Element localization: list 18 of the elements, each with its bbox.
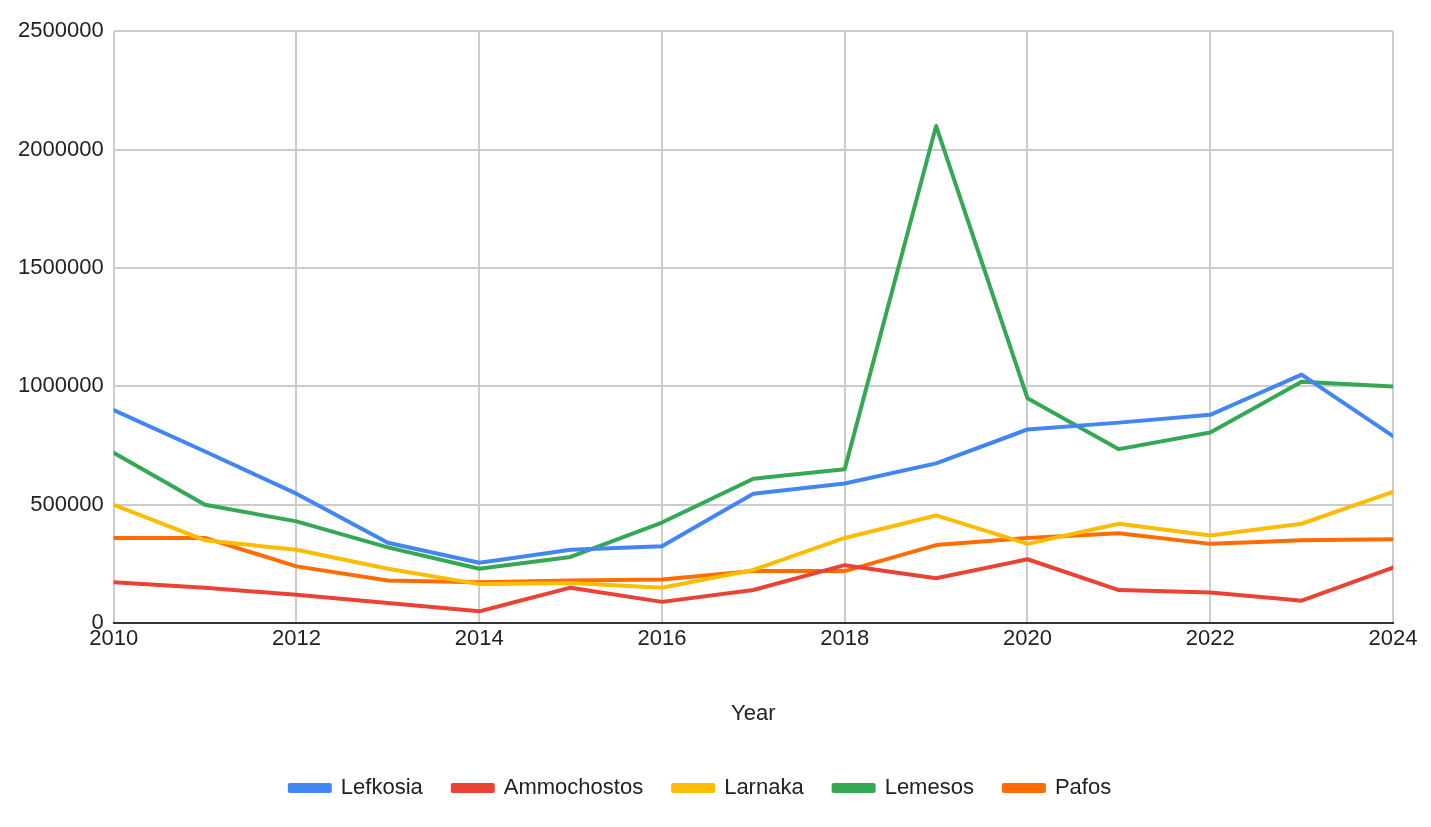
x-axis-title: Year <box>731 699 776 725</box>
x-tick-label: 2016 <box>637 625 687 651</box>
y-tick-label: 500000 <box>30 490 104 516</box>
y-tick-label: 1000000 <box>17 372 104 398</box>
legend-label: Ammochostos <box>503 774 644 800</box>
legend-label: Lemesos <box>884 774 974 800</box>
y-tick-label: 1500000 <box>17 254 104 280</box>
y-tick-label: 2500000 <box>17 17 104 43</box>
x-tick-label: 2022 <box>1185 625 1235 651</box>
legend-label: Pafos <box>1054 774 1112 800</box>
x-tick-label: 2014 <box>454 625 504 651</box>
x-tick-label: 2018 <box>820 625 870 651</box>
x-tick-label: 2024 <box>1368 625 1418 651</box>
legend-label: Larnaka <box>724 774 805 800</box>
x-tick-label: 2020 <box>1002 625 1052 651</box>
x-tick-label: 2012 <box>271 625 321 651</box>
legend-label: Lefkosia <box>340 774 424 800</box>
y-tick-label: 2000000 <box>17 135 104 161</box>
